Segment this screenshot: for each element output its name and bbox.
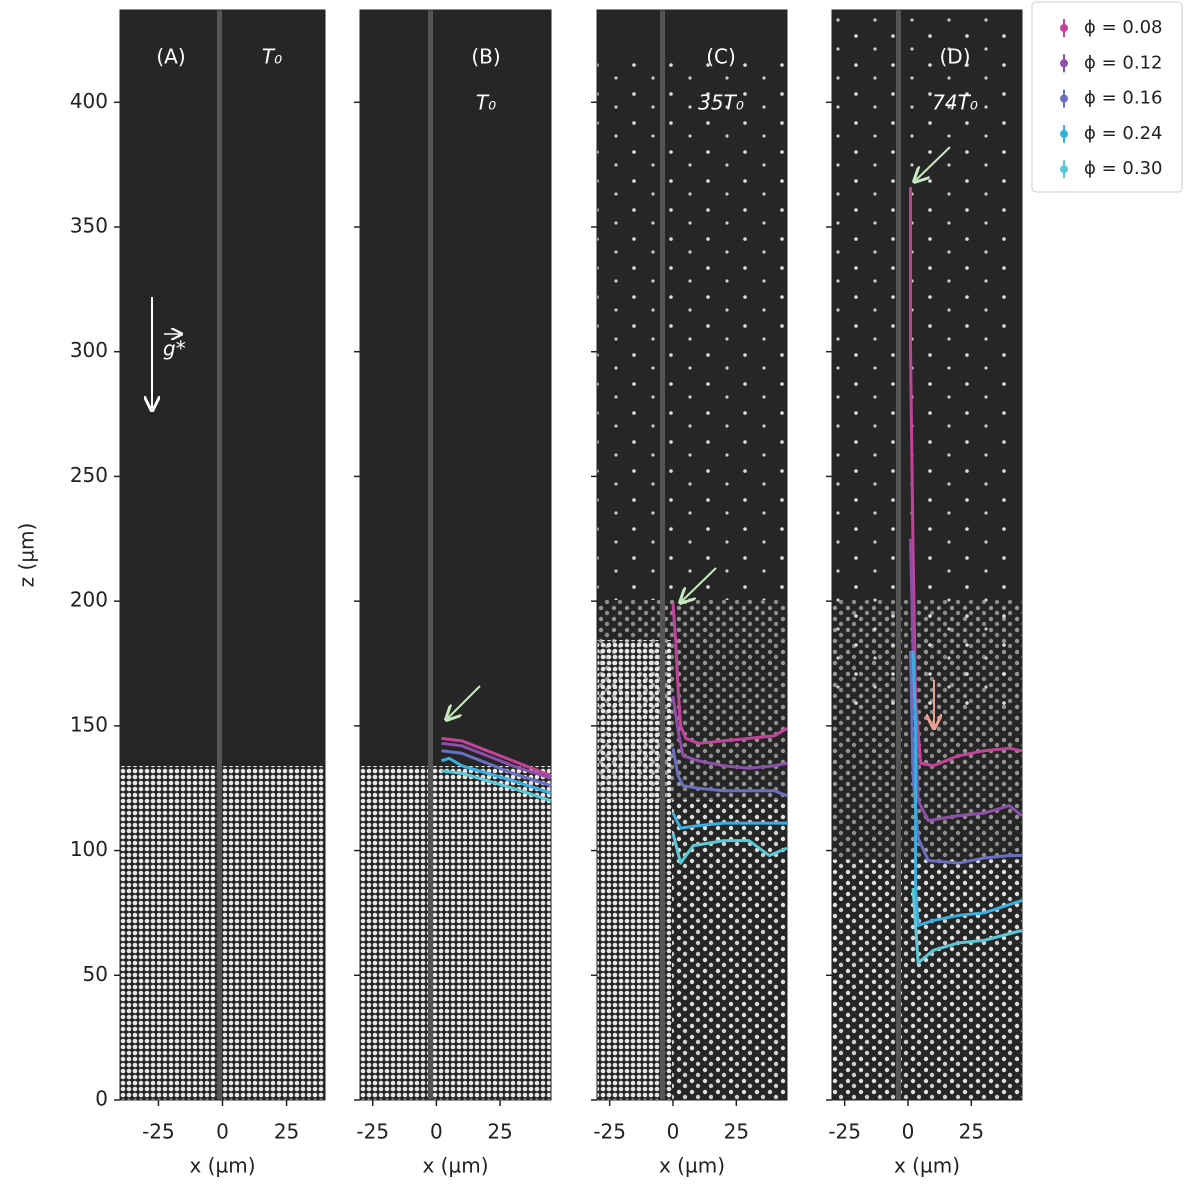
x-tick-label: 0	[430, 1120, 443, 1144]
y-tick-label: 250	[70, 463, 108, 487]
profile-line	[911, 650, 1023, 927]
gravity-label: g*	[163, 337, 186, 361]
profile-line	[671, 748, 788, 798]
legend-label: ϕ = 0.30	[1084, 158, 1162, 179]
legend-marker	[1060, 165, 1068, 174]
x-axis-label: x (µm)	[659, 1154, 725, 1178]
y-tick-label: 100	[70, 837, 108, 861]
legend-marker	[1060, 24, 1068, 32]
y-tick-label: 350	[70, 214, 108, 238]
legend-label: ϕ = 0.24	[1084, 123, 1162, 144]
profile-line	[911, 887, 1023, 965]
axes-frame	[596, 9, 788, 1101]
x-tick-label: 0	[902, 1120, 915, 1144]
x-tick-label: 0	[667, 1120, 680, 1144]
profile-line	[441, 756, 552, 795]
profile-line	[441, 741, 552, 780]
profile-line	[671, 832, 788, 865]
x-tick-label: -25	[142, 1120, 175, 1144]
panel-annotation: T₀	[262, 45, 282, 69]
profile-line	[441, 736, 552, 778]
y-axis-label: z (µm)	[15, 523, 39, 588]
x-axis-label: x (µm)	[894, 1154, 960, 1178]
legend-box	[1031, 1, 1183, 193]
legend-label: ϕ = 0.12	[1084, 52, 1162, 73]
panel-label: (B)	[471, 45, 500, 69]
x-tick-label: -25	[356, 1120, 389, 1144]
profile-line	[671, 812, 787, 830]
panel-annotation: T₀	[476, 91, 496, 115]
axes-frame	[359, 9, 552, 1101]
x-tick-label: 0	[216, 1120, 229, 1144]
panel-label: (C)	[706, 45, 736, 69]
panel-images	[120, 10, 1022, 1100]
x-axis-label: x (µm)	[189, 1154, 255, 1178]
axes-frame	[119, 9, 326, 1101]
legend-marker	[1060, 94, 1068, 103]
y-tick-label: 300	[70, 338, 108, 362]
panel-annotation: 74T₀	[932, 91, 978, 115]
legend-label: ϕ = 0.08	[1084, 17, 1162, 38]
y-tick-label: 200	[70, 588, 108, 612]
x-tick-label: 25	[274, 1120, 299, 1144]
x-tick-label: -25	[593, 1120, 626, 1144]
y-tick-label: 0	[95, 1087, 108, 1111]
axes-frame	[831, 9, 1023, 1101]
profile-line	[441, 749, 552, 788]
annotation-arrows	[152, 146, 951, 726]
profile-line	[441, 769, 552, 803]
profile-line	[671, 603, 788, 745]
profile-line	[909, 187, 1023, 768]
profile-line	[909, 650, 1022, 865]
profile-line	[671, 695, 788, 770]
panel-label: (D)	[939, 45, 970, 69]
y-tick-label: 150	[70, 712, 108, 736]
x-tick-label: -25	[828, 1120, 861, 1144]
legend-marker	[1060, 129, 1068, 138]
y-tick-label: 50	[83, 962, 108, 986]
x-axis-label: x (µm)	[422, 1154, 488, 1178]
legend-label: ϕ = 0.16	[1084, 88, 1162, 109]
legend-marker	[1060, 59, 1068, 68]
x-tick-label: 25	[724, 1120, 749, 1144]
panel-annotation: 35T₀	[698, 91, 744, 115]
panel-label: (A)	[156, 45, 185, 69]
x-tick-label: 25	[959, 1120, 984, 1144]
x-tick-label: 25	[487, 1120, 512, 1144]
y-tick-label: 400	[70, 89, 108, 113]
